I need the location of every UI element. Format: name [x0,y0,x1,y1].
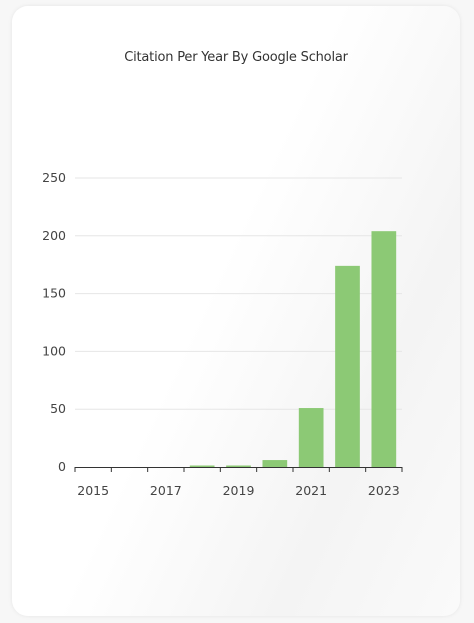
bar-chart: 0 50 100 150 200 250 2015 2017 2019 2021 2023 [42,170,403,498]
y-tick-label: 200 [42,228,66,243]
bar [189,465,215,467]
y-tick-label: 0 [58,459,66,474]
y-tick-label: 250 [42,170,66,185]
x-tick-label: 2015 [77,483,109,498]
chart-title: Citation Per Year By Google Scholar [124,50,348,65]
bar [371,231,397,467]
y-tick-label: 50 [50,401,66,416]
y-tick-label: 150 [42,286,66,301]
y-tick-label: 100 [42,343,66,358]
bar [226,465,251,467]
bar [262,460,288,467]
bar [335,265,360,467]
x-tick-label: 2021 [295,483,327,498]
x-tick-label: 2019 [223,483,255,498]
chart-card: Citation Per Year By Google Scholar 0 50 1… [12,6,460,616]
bar [298,408,324,467]
x-tick-label: 2023 [368,483,400,498]
x-tick-label: 2017 [150,483,182,498]
